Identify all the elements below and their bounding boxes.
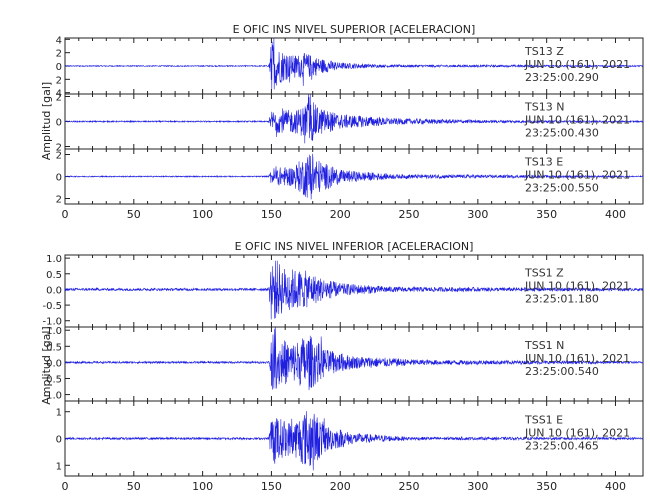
trace-info-line: JUN 10 (161), 2021 bbox=[524, 169, 630, 182]
x-tick-label: 350 bbox=[536, 480, 557, 493]
trace-info-line: 23:25:00.540 bbox=[525, 365, 599, 378]
trace-info-line: TS13 Z bbox=[524, 45, 564, 58]
x-tick-label: 350 bbox=[536, 208, 557, 221]
y-tick-label: 1.0 bbox=[46, 254, 62, 265]
x-tick-label: 100 bbox=[192, 208, 213, 221]
x-tick-label: 400 bbox=[605, 480, 626, 493]
chart-title: E OFIC INS NIVEL SUPERIOR [ACELERACION] bbox=[233, 23, 476, 36]
x-tick-label: 400 bbox=[605, 208, 626, 221]
x-tick-label: 250 bbox=[399, 208, 420, 221]
y-tick-label: 0 bbox=[56, 118, 62, 129]
x-tick-label: 150 bbox=[261, 480, 282, 493]
x-tick-label: 50 bbox=[127, 208, 141, 221]
y-tick-label: 2 bbox=[56, 93, 62, 104]
chart-group-1: E OFIC INS NIVEL SUPERIOR [ACELERACION] A… bbox=[40, 23, 644, 221]
y-tick-label: 2 bbox=[56, 143, 62, 154]
y-tick-label: 4 bbox=[56, 35, 62, 46]
y-tick-label: 4 bbox=[56, 89, 62, 100]
trace-info-line: 23:25:00.430 bbox=[525, 127, 599, 140]
x-tick-label: 200 bbox=[330, 208, 351, 221]
signal-trace bbox=[64, 153, 644, 200]
x-tick-label: 300 bbox=[467, 208, 488, 221]
x-tick-label: 300 bbox=[467, 480, 488, 493]
y-tick-label: 0.0 bbox=[46, 358, 62, 369]
x-tick-label: 150 bbox=[261, 208, 282, 221]
y-tick-label: 2 bbox=[56, 75, 62, 86]
trace-info-line: 23:25:00.550 bbox=[525, 182, 599, 195]
signal-trace bbox=[64, 260, 644, 320]
trace-info-line: JUN 10 (161), 2021 bbox=[524, 114, 630, 127]
x-tick-label: 50 bbox=[127, 480, 141, 493]
trace-info-line: 23:25:00.290 bbox=[525, 71, 599, 84]
trace-info-line: 23:25:00.465 bbox=[525, 440, 599, 453]
y-tick-label: 2 bbox=[56, 151, 62, 162]
trace-info-line: JUN 10 (161), 2021 bbox=[524, 352, 630, 365]
y-tick-label: 0.5 bbox=[46, 270, 62, 281]
x-tick-label: 0 bbox=[62, 480, 69, 493]
y-tick-label: 0.5 bbox=[46, 374, 62, 385]
y-axis-label: Amplitud [gal] bbox=[40, 82, 53, 160]
trace-info-line: JUN 10 (161), 2021 bbox=[524, 280, 630, 293]
y-tick-label: 0 bbox=[56, 173, 62, 184]
signal-trace bbox=[64, 327, 644, 391]
trace-info-line: TSS1 N bbox=[524, 339, 564, 352]
trace-info-line: 23:25:01.180 bbox=[525, 293, 599, 306]
x-tick-label: 250 bbox=[399, 480, 420, 493]
y-tick-label: -0.5 bbox=[42, 301, 62, 312]
y-tick-label: 2 bbox=[56, 49, 62, 60]
trace-info-line: TSS1 E bbox=[524, 414, 563, 427]
y-tick-label: 2 bbox=[56, 195, 62, 206]
signal-trace bbox=[64, 94, 644, 144]
y-tick-label: 0 bbox=[56, 62, 62, 73]
x-tick-label: 100 bbox=[192, 480, 213, 493]
y-tick-label: 1.0 bbox=[46, 391, 62, 402]
y-axis-label: Amplitud [gal] bbox=[40, 326, 53, 404]
y-tick-label: -1.0 bbox=[42, 317, 62, 328]
trace-info-line: TSS1 Z bbox=[524, 267, 564, 280]
x-tick-label: 0 bbox=[62, 208, 69, 221]
y-tick-label: 0.5 bbox=[46, 342, 62, 353]
y-tick-label: 1 bbox=[56, 408, 62, 419]
trace-info-line: JUN 10 (161), 2021 bbox=[524, 427, 630, 440]
y-tick-label: 1.0 bbox=[46, 326, 62, 337]
trace-info-line: TS13 N bbox=[524, 101, 564, 114]
x-tick-label: 200 bbox=[330, 480, 351, 493]
y-tick-label: 1 bbox=[56, 461, 62, 472]
chart-group-2: E OFIC INS NIVEL INFERIOR [ACELERACION] A… bbox=[40, 240, 644, 493]
trace-info-line: JUN 10 (161), 2021 bbox=[524, 58, 630, 71]
y-tick-label: 0.0 bbox=[46, 285, 62, 296]
signal-trace bbox=[64, 38, 644, 90]
chart-title: E OFIC INS NIVEL INFERIOR [ACELERACION] bbox=[235, 240, 474, 253]
y-tick-label: 0 bbox=[56, 435, 62, 446]
signal-trace bbox=[64, 411, 644, 471]
trace-info-line: TS13 E bbox=[524, 156, 563, 169]
